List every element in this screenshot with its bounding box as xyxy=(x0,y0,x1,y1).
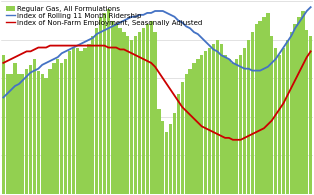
Bar xyxy=(29,65,32,194)
Bar xyxy=(305,30,308,194)
Bar xyxy=(309,36,312,194)
Bar xyxy=(185,74,188,194)
Bar xyxy=(138,32,141,194)
Bar xyxy=(33,59,36,194)
Bar xyxy=(2,55,5,194)
Bar xyxy=(21,74,24,194)
Bar xyxy=(157,109,160,194)
Bar xyxy=(258,21,262,194)
Bar xyxy=(103,13,106,194)
Bar xyxy=(235,59,238,194)
Bar xyxy=(255,24,258,194)
Bar xyxy=(41,74,44,194)
Bar xyxy=(130,40,133,194)
Bar xyxy=(126,36,129,194)
Bar xyxy=(118,28,122,194)
Bar xyxy=(56,59,59,194)
Bar xyxy=(173,113,176,194)
Bar xyxy=(76,48,79,194)
Bar xyxy=(91,36,95,194)
Bar xyxy=(149,21,153,194)
Bar xyxy=(134,36,137,194)
Bar xyxy=(181,82,184,194)
Bar xyxy=(177,94,180,194)
Bar xyxy=(262,17,266,194)
Bar xyxy=(111,21,114,194)
Bar xyxy=(243,48,246,194)
Bar xyxy=(239,55,242,194)
Bar xyxy=(142,28,145,194)
Bar xyxy=(60,63,63,194)
Bar xyxy=(122,32,126,194)
Bar xyxy=(282,48,285,194)
Bar xyxy=(227,59,230,194)
Legend: Regular Gas, All Formulations, Index of Rolling 11 Month Ridership, Index of Non: Regular Gas, All Formulations, Index of … xyxy=(5,5,203,26)
Bar xyxy=(84,48,87,194)
Bar xyxy=(270,36,273,194)
Bar xyxy=(99,17,102,194)
Bar xyxy=(278,55,281,194)
Bar xyxy=(72,48,75,194)
Bar xyxy=(115,24,118,194)
Bar xyxy=(64,59,67,194)
Bar xyxy=(231,63,235,194)
Bar xyxy=(251,32,254,194)
Bar xyxy=(266,13,269,194)
Bar xyxy=(212,44,215,194)
Bar xyxy=(68,51,71,194)
Bar xyxy=(297,17,300,194)
Bar xyxy=(224,55,227,194)
Bar xyxy=(169,124,172,194)
Bar xyxy=(79,51,83,194)
Bar xyxy=(37,71,40,194)
Bar xyxy=(208,48,211,194)
Bar xyxy=(6,74,9,194)
Bar xyxy=(219,44,223,194)
Bar xyxy=(14,63,17,194)
Bar xyxy=(216,40,219,194)
Bar xyxy=(204,51,207,194)
Bar xyxy=(247,40,250,194)
Bar xyxy=(48,69,52,194)
Bar xyxy=(290,32,293,194)
Bar xyxy=(45,78,48,194)
Bar xyxy=(154,32,157,194)
Bar xyxy=(107,9,110,194)
Bar xyxy=(87,44,90,194)
Bar xyxy=(17,74,20,194)
Bar xyxy=(161,121,165,194)
Bar xyxy=(196,59,199,194)
Bar xyxy=(301,11,305,194)
Bar xyxy=(188,69,192,194)
Bar xyxy=(9,74,13,194)
Bar xyxy=(200,55,203,194)
Bar xyxy=(52,63,56,194)
Bar xyxy=(192,63,196,194)
Bar xyxy=(274,48,277,194)
Bar xyxy=(165,132,168,194)
Bar xyxy=(146,24,149,194)
Bar xyxy=(286,40,289,194)
Bar xyxy=(294,24,297,194)
Bar xyxy=(25,69,28,194)
Bar xyxy=(95,28,98,194)
